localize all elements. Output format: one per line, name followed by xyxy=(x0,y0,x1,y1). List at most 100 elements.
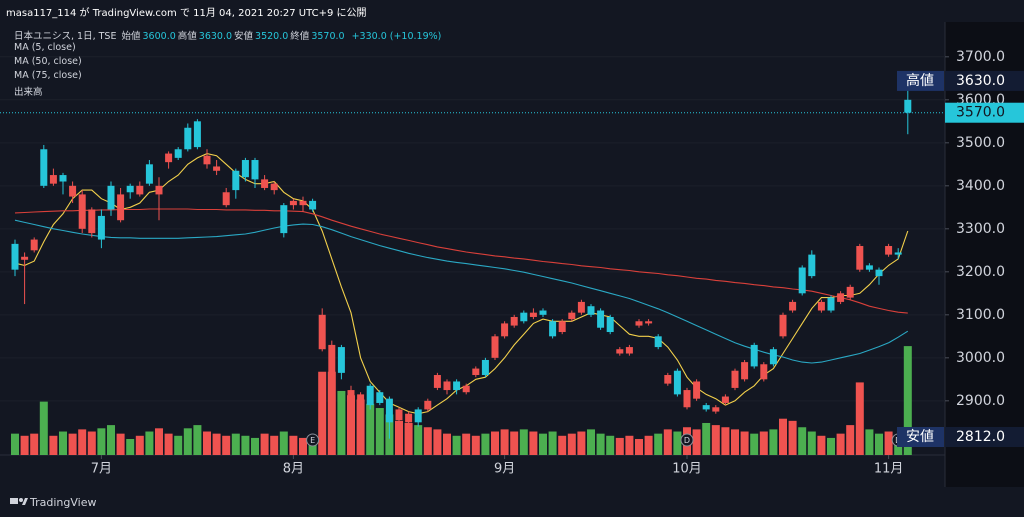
annotation-tag: 安値 xyxy=(906,429,934,445)
candle-body xyxy=(827,297,835,311)
volume-bar xyxy=(625,435,634,455)
candle-body xyxy=(145,164,153,184)
y-tick-label: 3500.0 xyxy=(956,135,1005,151)
candle-body xyxy=(385,398,393,423)
candle-body xyxy=(597,310,605,328)
footer: TradingView xyxy=(30,496,97,509)
candle-body xyxy=(337,347,345,373)
volume-bar xyxy=(251,437,259,455)
candle-body xyxy=(664,375,672,384)
volume-bar xyxy=(481,433,490,455)
candle-body xyxy=(798,267,806,294)
candle-body xyxy=(625,347,633,354)
candle-body xyxy=(280,205,288,234)
volume-bar xyxy=(347,395,355,455)
candle-body xyxy=(443,381,451,391)
candle-body xyxy=(558,321,566,333)
candle-body xyxy=(549,321,557,337)
volume-bar xyxy=(289,435,298,455)
candle-body xyxy=(395,409,403,421)
volume-bar xyxy=(452,435,461,455)
candle-body xyxy=(808,254,816,277)
candle-body xyxy=(606,316,614,333)
candle-body xyxy=(193,121,201,148)
candle-body xyxy=(136,185,144,195)
volume-bar xyxy=(529,431,538,455)
candle-body xyxy=(501,323,509,337)
volume-bar xyxy=(519,429,528,455)
volume-bar xyxy=(779,418,787,455)
candles xyxy=(11,86,912,439)
ohlc-value: 3570.0 xyxy=(311,31,345,42)
volume-bar xyxy=(836,433,845,455)
annotation-value-box xyxy=(945,427,1024,447)
candle-body xyxy=(117,194,125,221)
candle-body xyxy=(789,301,797,311)
y-tick-label: 3700.0 xyxy=(956,49,1005,65)
volume-bar xyxy=(788,420,797,455)
candle-body xyxy=(750,344,758,367)
volume-bar xyxy=(423,427,432,455)
candle-body xyxy=(414,409,422,423)
candle-body xyxy=(904,99,912,113)
y-tick-label: 3400.0 xyxy=(956,178,1005,194)
volume-bar xyxy=(500,429,509,455)
volume-bar xyxy=(183,428,192,455)
candle-body xyxy=(510,316,518,326)
volume-bar xyxy=(759,431,768,455)
candle-body xyxy=(846,286,854,298)
candle-body xyxy=(865,265,873,270)
last-price-label: 3570.0 xyxy=(956,105,1005,121)
volume-bar xyxy=(702,422,711,455)
change: +330.0 (+10.19%) xyxy=(351,31,442,42)
volume-bar xyxy=(827,437,835,455)
volume-bar xyxy=(87,431,96,455)
candle-body xyxy=(529,312,537,317)
candle-body xyxy=(184,127,192,150)
candle-body xyxy=(520,312,528,322)
volume-bar xyxy=(462,433,471,455)
volume-bar xyxy=(855,382,864,455)
symbol: 日本ユニシス, 1日, TSE xyxy=(14,31,117,42)
candle-body xyxy=(107,185,115,210)
volume-bar xyxy=(807,431,816,455)
annotation-tag-box xyxy=(897,427,944,447)
candle-body xyxy=(289,200,297,206)
candle-body xyxy=(357,394,365,406)
volume-bar xyxy=(68,433,77,455)
candle-body xyxy=(481,359,489,376)
volume-bar xyxy=(606,435,615,455)
volume-bar xyxy=(577,431,586,455)
candle-body xyxy=(779,314,787,337)
candle-body xyxy=(69,185,77,197)
volume-bar xyxy=(145,431,154,455)
candle-body xyxy=(203,155,211,165)
y-tick-label: 3000.0 xyxy=(956,350,1005,366)
annotation-tag: 高値 xyxy=(906,72,934,89)
ohlc-label: 始値 xyxy=(121,31,141,42)
volume-bar xyxy=(615,437,624,455)
candle-body xyxy=(270,183,278,191)
volume-bar xyxy=(663,429,672,455)
candle-body xyxy=(875,269,883,277)
ohlc-label: 安値 xyxy=(234,31,254,42)
candle-body xyxy=(155,185,163,195)
volume-bar xyxy=(212,433,221,455)
volume-bar xyxy=(203,431,211,455)
x-tick-label: 11月 xyxy=(874,462,904,477)
candle-body xyxy=(577,301,585,313)
volume-bar xyxy=(654,433,663,455)
candle-body xyxy=(318,314,326,350)
candle-body xyxy=(539,310,547,315)
ohlc-label: 終値 xyxy=(290,31,310,42)
volume-bar xyxy=(817,435,826,455)
volume-bar xyxy=(433,429,442,455)
volume-bar xyxy=(126,438,135,455)
candle-body xyxy=(683,390,691,408)
candle-body xyxy=(49,175,57,184)
volume-bar xyxy=(471,435,480,455)
volume-bar xyxy=(884,431,893,455)
candle-body xyxy=(712,407,720,412)
volume-bar xyxy=(20,435,29,455)
